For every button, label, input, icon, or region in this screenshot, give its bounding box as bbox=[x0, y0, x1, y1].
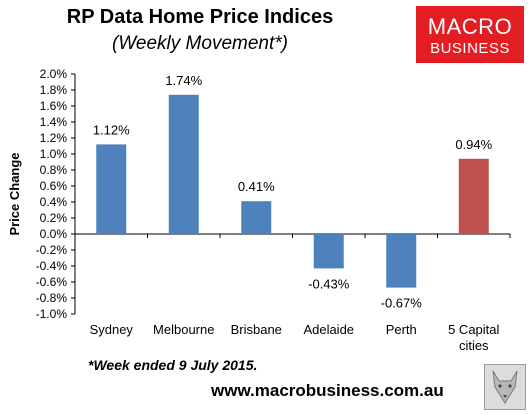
y-tick-label: 0.0% bbox=[40, 227, 68, 241]
data-label: 0.94% bbox=[455, 137, 492, 152]
axes: 2.0% 1.8% 1.6% 1.4% 1.2% 1.0% 0.8% 0.6% 0.4% 0.2%… bbox=[7, 67, 511, 321]
footnote: *Week ended 9 July 2015. bbox=[88, 357, 258, 373]
data-label: -0.43% bbox=[308, 276, 350, 291]
data-label: 1.74% bbox=[165, 73, 202, 88]
bar bbox=[458, 158, 489, 234]
chart-title: RP Data Home Price Indices bbox=[66, 6, 334, 28]
bar bbox=[96, 144, 127, 234]
x-tick-label: Melbourne bbox=[153, 322, 214, 337]
x-tick-label: cities bbox=[459, 338, 489, 353]
y-tick-label: -1.0% bbox=[36, 307, 68, 321]
y-tick-label: 1.0% bbox=[40, 147, 68, 161]
logo-line-1: MACRO bbox=[427, 14, 513, 39]
y-tick-label: 2.0% bbox=[40, 67, 68, 81]
macrobusiness-logo: MACRO BUSINESS bbox=[416, 6, 524, 63]
y-tick-label: 1.6% bbox=[40, 99, 68, 113]
data-label: -0.67% bbox=[381, 296, 423, 311]
y-tick-label: -0.6% bbox=[36, 275, 68, 289]
x-tick-label: Adelaide bbox=[303, 322, 354, 337]
bar bbox=[241, 201, 272, 234]
y-tick-label: 0.8% bbox=[40, 163, 68, 177]
data-label: 0.41% bbox=[238, 179, 275, 194]
data-label: 1.12% bbox=[93, 122, 130, 137]
labels: 1.12% Sydney 1.74% Melbourne 0.41% Brisbane -0… bbox=[90, 73, 500, 353]
bar bbox=[168, 94, 199, 234]
bar bbox=[313, 234, 344, 269]
y-tick-label: 0.4% bbox=[40, 195, 68, 209]
y-tick-label: 1.2% bbox=[40, 131, 68, 145]
y-tick-label: -0.2% bbox=[36, 243, 68, 257]
x-tick-label: Brisbane bbox=[231, 322, 282, 337]
y-tick-label: -0.4% bbox=[36, 259, 68, 273]
logo-line-2: BUSINESS bbox=[430, 40, 510, 57]
bars bbox=[96, 94, 489, 288]
x-tick-label: Sydney bbox=[90, 322, 134, 337]
y-tick-label: 0.2% bbox=[40, 211, 68, 225]
bar bbox=[386, 234, 417, 288]
y-tick-label: 1.8% bbox=[40, 83, 68, 97]
y-axis-title: Price Change bbox=[7, 152, 22, 235]
y-tick-label: 1.4% bbox=[40, 115, 68, 129]
wolf-icon bbox=[484, 364, 526, 410]
x-tick-label: 5 Capital bbox=[448, 322, 499, 337]
chart-subtitle: (Weekly Movement*) bbox=[112, 33, 288, 54]
y-tick-label: 0.6% bbox=[40, 179, 68, 193]
x-tick-label: Perth bbox=[386, 322, 417, 337]
website-url[interactable]: www.macrobusiness.com.au bbox=[211, 381, 444, 400]
y-tick-label: -0.8% bbox=[36, 291, 68, 305]
